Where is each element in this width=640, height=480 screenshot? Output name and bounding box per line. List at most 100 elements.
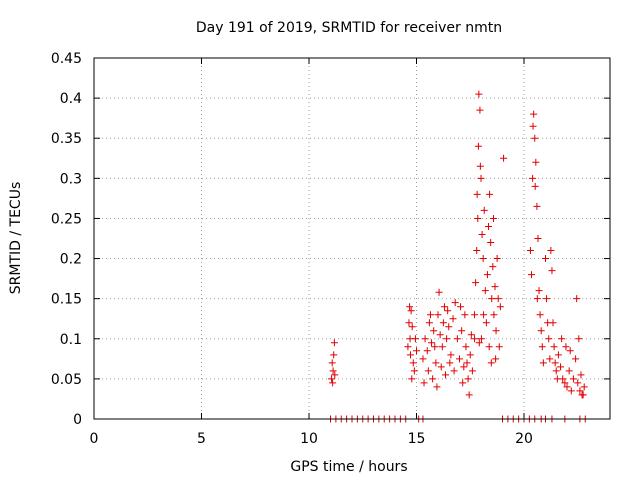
data-point [529, 122, 537, 130]
data-point [453, 335, 461, 343]
data-point [558, 335, 566, 343]
data-point [425, 319, 433, 327]
data-point [487, 239, 495, 247]
chart-title: Day 191 of 2019, SRMTID for receiver nmt… [196, 20, 502, 36]
data-point [466, 351, 474, 359]
data-point [409, 359, 417, 367]
data-point [480, 206, 488, 214]
data-points [327, 90, 589, 423]
data-point [458, 327, 466, 335]
data-point [457, 303, 465, 311]
data-point [535, 287, 543, 295]
data-point [450, 367, 458, 375]
data-point [476, 106, 484, 114]
data-point [451, 299, 459, 307]
data-point [577, 371, 585, 379]
data-point [478, 230, 486, 238]
data-point [551, 359, 559, 367]
data-point [423, 347, 431, 355]
x-tick-label: 20 [515, 431, 533, 447]
data-point [405, 319, 413, 327]
data-point [566, 347, 574, 355]
data-point [474, 142, 482, 150]
x-tick-labels: 0 5 10 15 20 [90, 431, 533, 447]
x-axis-label: GPS time / hours [290, 459, 407, 475]
data-point [489, 214, 497, 222]
data-point [404, 343, 412, 351]
data-point [330, 351, 338, 359]
data-point [463, 359, 471, 367]
data-point [562, 343, 570, 351]
data-point [329, 367, 337, 375]
y-tick-label: 0 [73, 412, 82, 428]
data-point [437, 363, 445, 371]
data-point [473, 247, 481, 255]
data-point [563, 383, 571, 391]
y-tick-label: 0.25 [51, 211, 82, 227]
data-point [447, 351, 455, 359]
data-point [449, 315, 457, 323]
y-tick-label: 0.2 [60, 252, 82, 268]
data-point [496, 303, 504, 311]
data-point [411, 335, 419, 343]
data-point [494, 295, 502, 303]
data-point [436, 331, 444, 339]
data-point [459, 379, 467, 387]
data-point [446, 359, 454, 367]
data-point [481, 287, 489, 295]
data-point [420, 379, 428, 387]
data-point [491, 283, 499, 291]
data-point [479, 255, 487, 263]
data-point [485, 222, 493, 230]
data-point [545, 335, 553, 343]
data-point [552, 367, 560, 375]
data-point [433, 383, 441, 391]
y-axis-label: SRMTID / TECUs [8, 182, 24, 295]
data-point [476, 162, 484, 170]
data-point [557, 363, 565, 371]
data-point [477, 335, 485, 343]
data-point [464, 375, 472, 383]
data-point [532, 158, 540, 166]
data-point [548, 267, 556, 275]
data-point [429, 375, 437, 383]
data-point [439, 319, 447, 327]
data-point [567, 387, 575, 395]
data-point [456, 355, 463, 363]
data-point [482, 319, 490, 327]
data-point [538, 343, 546, 351]
data-point [408, 323, 416, 331]
data-point [487, 359, 495, 367]
data-point [492, 327, 500, 335]
data-point [442, 371, 450, 379]
data-point [565, 367, 573, 375]
data-point [460, 363, 468, 371]
x-tick-label: 15 [408, 431, 426, 447]
data-point [410, 367, 418, 375]
data-point [536, 311, 544, 319]
data-point [419, 355, 427, 363]
data-point [539, 359, 547, 367]
data-point [424, 367, 432, 375]
data-point [435, 288, 443, 296]
data-point [561, 379, 569, 387]
data-point [445, 323, 453, 331]
y-tick-label: 0.35 [51, 131, 82, 147]
data-point [471, 311, 479, 319]
data-point [480, 311, 488, 319]
data-point [546, 355, 554, 363]
data-point [486, 190, 494, 198]
data-point [331, 371, 339, 379]
data-point [533, 295, 541, 303]
data-point [444, 307, 452, 315]
data-point [434, 311, 442, 319]
y-tick-labels: 0 0.05 0.1 0.15 0.2 0.25 0.3 0.35 0.4 0.45 [51, 51, 82, 428]
data-point [428, 339, 436, 347]
data-point [543, 295, 551, 303]
x-tick-label: 0 [90, 431, 99, 447]
data-point [461, 311, 469, 319]
data-point [488, 295, 496, 303]
data-point [537, 327, 545, 335]
data-point [426, 311, 434, 319]
data-point [580, 383, 588, 391]
